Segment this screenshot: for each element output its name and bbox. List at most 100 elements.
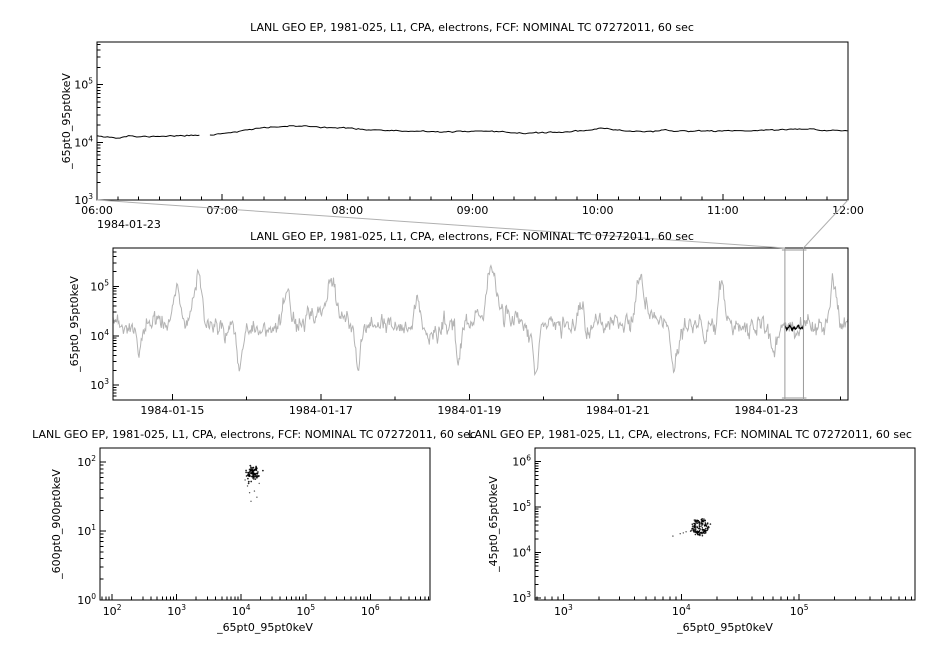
tick-label: 1984-01-19: [437, 404, 501, 417]
scatter-point: [691, 528, 693, 530]
title-scatter1-panel: LANL GEO EP, 1981-025, L1, CPA, electron…: [32, 428, 476, 441]
scatter-point: [254, 468, 257, 471]
scatter-point: [706, 523, 709, 525]
panel-scatter-45-65-series: [672, 518, 712, 537]
plot-area-scatter-600-900[interactable]: [99, 447, 431, 601]
tick-label: 10:00: [582, 204, 614, 217]
scatter-point: [696, 526, 699, 529]
scatter-point: [262, 469, 264, 472]
scatter-point: [707, 528, 709, 530]
scatter-point: [699, 534, 701, 537]
scatter-point: [250, 500, 252, 502]
context-overview-link: [96, 199, 849, 400]
scatter-point: [245, 471, 248, 474]
scatter-point: [693, 524, 696, 527]
scatter-point: [697, 533, 700, 536]
scatter-point: [700, 523, 702, 525]
scatter-point: [693, 525, 695, 528]
panel-overview-series: [112, 264, 849, 377]
title-scatter2-panel: LANL GEO EP, 1981-025, L1, CPA, electron…: [468, 428, 912, 441]
tick-labels-detail: 06:00 07:00 08:00 09:00 10:00 11:00 12:00 103 10…: [74, 77, 864, 217]
ylabel-detail: _65pt0_95pt0keV: [60, 73, 73, 170]
tick-label: 103: [512, 590, 531, 605]
scatter-point: [704, 532, 706, 535]
ylabel-scatter1: _600pt0_900pt0keV: [50, 469, 63, 580]
series-line-_65pt0_95pt0keV overview: [112, 264, 849, 377]
scatter-point: [247, 473, 250, 476]
scatter-point: [694, 528, 697, 530]
xlabel-scatter1: _65pt0_95pt0keV: [216, 621, 313, 634]
plot-area-detail[interactable]: [96, 41, 849, 201]
tick-label: 07:00: [206, 204, 238, 217]
scatter-point: [704, 525, 706, 527]
xlabel-scatter2: _65pt0_95pt0keV: [676, 621, 773, 634]
scatter-point: [692, 529, 694, 532]
scatter-point: [701, 532, 703, 535]
render-root: 06:00 07:00 08:00 09:00 10:00 11:00 12:0010310…: [74, 41, 916, 618]
tick-label: 103: [167, 603, 186, 618]
scatter-point: [694, 520, 696, 522]
scatter-point: [690, 529, 693, 532]
scatter-point: [247, 482, 250, 485]
series-line-_65pt0_95pt0keV: [96, 125, 848, 139]
title-overview-panel: LANL GEO EP, 1981-025, L1, CPA, electron…: [250, 230, 694, 243]
plot-area-scatter-45-65[interactable]: [534, 447, 916, 601]
tick-labels-scatter-45-65: 103 104 105 103 104 105 106: [512, 454, 809, 618]
tick-label: 103: [90, 377, 109, 392]
tick-label: 106: [512, 454, 531, 469]
scatter-point: [254, 478, 257, 480]
ticks-detail: [96, 43, 849, 201]
scatter-point: [246, 485, 249, 487]
scatter-point: [252, 466, 255, 469]
panel-scatter-600-900: 102 103 104 105 106 100 101 102: [77, 447, 431, 618]
scatter-point: [249, 464, 252, 467]
scatter-point: [704, 530, 706, 532]
scatter-point: [703, 518, 705, 520]
scatter-point: [679, 533, 681, 535]
tick-label: 06:00: [81, 204, 113, 217]
scatter-point: [672, 535, 674, 537]
tick-label: 102: [103, 603, 122, 618]
scatter-point: [694, 533, 697, 536]
scatter-point: [247, 471, 250, 474]
scatter-point: [708, 526, 710, 529]
context-date-label: 1984-01-23: [97, 218, 161, 231]
scatter-point: [256, 472, 258, 475]
tick-label: 105: [790, 603, 809, 618]
scatter-point: [699, 527, 701, 530]
scatter-point: [248, 474, 251, 477]
tick-label: 104: [672, 603, 691, 618]
scatter-point: [691, 525, 694, 527]
ticks-scatter-600-900: [100, 461, 430, 601]
panel-scatter-600-900-series: [244, 464, 264, 502]
tick-label: 102: [77, 454, 96, 469]
scatter-point: [248, 472, 251, 474]
scatter-point: [701, 529, 703, 531]
scatter-point: [252, 477, 255, 480]
scatter-point: [257, 471, 259, 473]
scatter-point: [255, 465, 257, 468]
connector-left: [96, 199, 785, 249]
scatter-point: [694, 523, 696, 525]
tick-label: 104: [232, 603, 251, 618]
zoom-selection-box[interactable]: [781, 248, 807, 400]
scatter-point: [258, 482, 260, 485]
plot-area-overview[interactable]: [112, 247, 849, 401]
scatter-point: [247, 477, 249, 480]
scatter-point: [704, 522, 707, 524]
tick-label: 101: [77, 523, 96, 538]
scatter-point: [705, 525, 708, 528]
scatter-point: [250, 480, 253, 483]
series-line-zoom interval trace: [784, 324, 804, 333]
tick-label: 1984-01-21: [586, 404, 650, 417]
tick-label: 104: [512, 545, 531, 560]
scatter-point: [247, 480, 250, 483]
scatter-point: [256, 496, 258, 498]
scatter-point: [694, 524, 697, 526]
scatter-point: [685, 531, 687, 533]
scatter-point: [249, 469, 252, 472]
tick-label: 1984-01-23: [734, 404, 798, 417]
scatter-point: [709, 523, 712, 525]
scatter-point: [704, 520, 706, 522]
